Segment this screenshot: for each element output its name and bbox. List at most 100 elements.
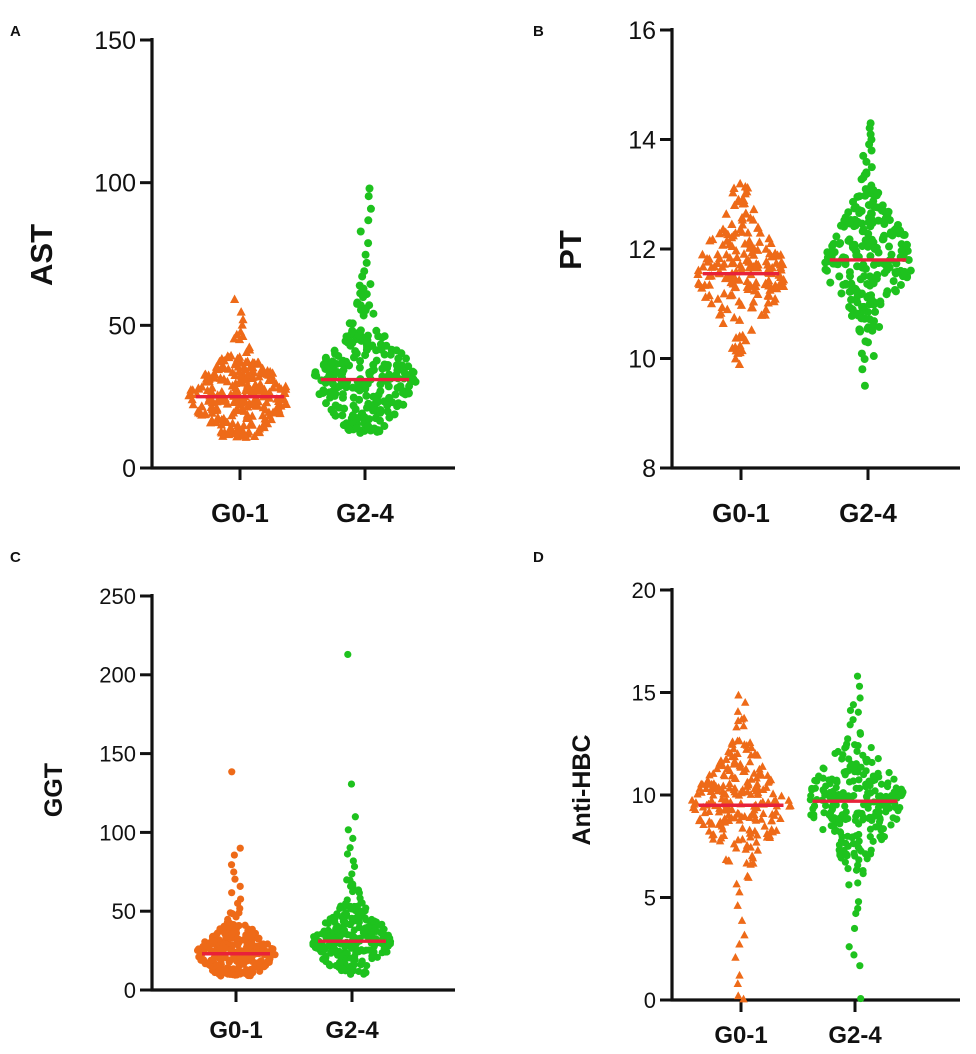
- data-point: [777, 791, 786, 800]
- data-point: [721, 209, 731, 218]
- data-point: [698, 262, 708, 271]
- data-point: [239, 427, 249, 437]
- data-point: [733, 808, 742, 817]
- data-point: [859, 302, 868, 311]
- data-point: [896, 280, 905, 289]
- data-point: [883, 287, 892, 296]
- data-point: [827, 822, 835, 830]
- data-point: [845, 943, 853, 951]
- data-point: [342, 910, 351, 918]
- data-point: [744, 257, 754, 266]
- y-tick-label: 50: [112, 899, 136, 924]
- data-point: [822, 801, 830, 810]
- data-point: [365, 370, 374, 379]
- data-point: [386, 350, 395, 359]
- data-point: [851, 816, 860, 825]
- data-point: [721, 249, 732, 259]
- data-point: [217, 387, 227, 396]
- data-point: [252, 395, 262, 405]
- data-point: [351, 347, 360, 356]
- data-point: [709, 261, 720, 271]
- data-point: [852, 909, 860, 918]
- data-point: [193, 406, 203, 415]
- data-point: [331, 411, 340, 420]
- data-point: [354, 913, 362, 921]
- data-point: [753, 779, 762, 788]
- data-point: [365, 415, 374, 424]
- data-point: [322, 399, 331, 408]
- data-point: [241, 357, 251, 366]
- data-point: [733, 979, 742, 987]
- data-point: [364, 216, 373, 225]
- y-tick-label: 50: [108, 312, 136, 340]
- y-tick-label: 250: [99, 584, 136, 609]
- data-point: [779, 274, 789, 284]
- data-point: [245, 344, 255, 354]
- data-point: [709, 790, 718, 799]
- data-point: [849, 777, 857, 785]
- data-point: [248, 372, 258, 381]
- data-point: [338, 390, 347, 399]
- y-tick-label: 0: [644, 988, 656, 1013]
- data-point: [248, 939, 256, 947]
- data-point: [822, 257, 831, 266]
- data-point: [227, 861, 236, 869]
- data-point: [855, 206, 864, 215]
- data-point: [230, 851, 238, 859]
- data-point: [902, 241, 911, 250]
- data-point: [227, 930, 236, 938]
- data-point: [350, 926, 358, 934]
- data-point: [853, 672, 862, 680]
- data-point: [328, 357, 337, 366]
- data-point: [870, 244, 879, 253]
- y-tick-label: 100: [94, 170, 136, 198]
- y-tick-label: 8: [642, 455, 656, 483]
- data-point: [716, 308, 726, 317]
- data-point: [735, 887, 744, 896]
- data-point: [737, 916, 747, 924]
- data-point: [213, 961, 222, 969]
- data-point: [337, 359, 346, 368]
- data-point: [211, 362, 222, 371]
- y-axis-label: Anti-HBC: [568, 734, 596, 845]
- data-point: [849, 764, 858, 772]
- data-point: [204, 373, 214, 383]
- data-point: [852, 784, 860, 792]
- data-point: [253, 357, 263, 367]
- data-point: [708, 834, 718, 843]
- data-point: [879, 235, 888, 244]
- data-point: [281, 399, 291, 408]
- y-tick-label: 100: [99, 820, 136, 845]
- data-point: [401, 354, 410, 363]
- data-point: [750, 768, 759, 777]
- data-point: [725, 779, 734, 788]
- data-point: [859, 151, 868, 160]
- data-point: [837, 289, 846, 298]
- data-point: [330, 346, 339, 355]
- data-point: [853, 865, 861, 874]
- data-point: [775, 262, 786, 272]
- panel-letter: C: [10, 549, 21, 566]
- data-point: [730, 756, 739, 765]
- data-point: [346, 844, 354, 852]
- data-point: [750, 805, 759, 814]
- data-point: [328, 933, 336, 941]
- data-point: [397, 349, 406, 358]
- data-point: [836, 221, 845, 230]
- data-point: [776, 814, 785, 823]
- data-point: [765, 833, 775, 842]
- data-point: [856, 694, 864, 702]
- data-point: [728, 187, 738, 197]
- data-point: [261, 404, 271, 414]
- data-point: [753, 783, 763, 792]
- data-point: [828, 806, 836, 814]
- data-point: [875, 818, 884, 826]
- data-point: [760, 310, 770, 319]
- data-point: [842, 808, 850, 816]
- data-point: [319, 386, 328, 395]
- data-point: [714, 807, 724, 816]
- data-point: [875, 808, 883, 816]
- data-point: [863, 338, 872, 347]
- panel-d: D 0 5 10 15 20 G0-1 G2-4 Anti-HBC: [533, 549, 960, 1049]
- data-point: [411, 377, 420, 386]
